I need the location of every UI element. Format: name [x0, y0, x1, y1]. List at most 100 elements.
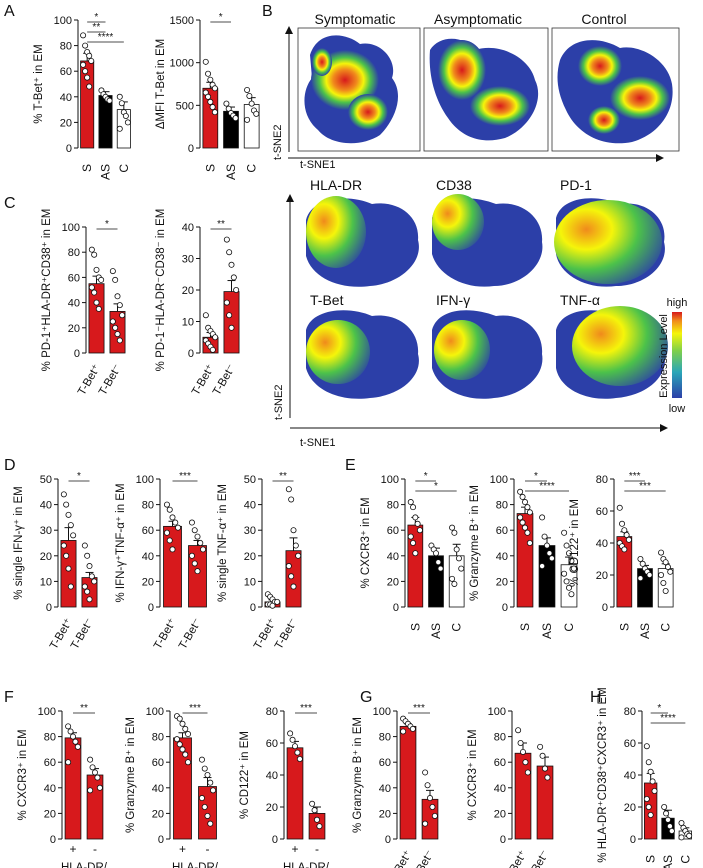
- data-point: [437, 565, 444, 572]
- data-point: [84, 552, 91, 559]
- significance-label: ***: [629, 471, 641, 482]
- data-point: [658, 572, 665, 579]
- x-tick-label: C: [659, 623, 673, 632]
- data-point: [82, 42, 89, 49]
- data-point: [274, 598, 281, 605]
- data-point: [176, 715, 183, 722]
- data-point: [228, 261, 235, 268]
- tsne-group-label: Asymptomatic: [434, 11, 522, 27]
- data-point: [422, 769, 429, 776]
- data-point: [410, 504, 417, 511]
- data-point: [432, 550, 439, 557]
- y-tick-label: 20: [244, 551, 256, 563]
- y-tick-label: 30: [244, 525, 256, 537]
- data-point: [60, 542, 67, 549]
- y-tick-label: 100: [373, 706, 391, 718]
- significance-label: *: [534, 471, 538, 482]
- y-tick-label: 40: [142, 551, 154, 563]
- y-tick-label: 40: [152, 783, 164, 795]
- data-point: [96, 784, 103, 791]
- density-map-control: [557, 40, 673, 144]
- data-point: [163, 529, 170, 536]
- data-point: [412, 514, 419, 521]
- y-tick-label: 60: [152, 757, 164, 769]
- data-point: [88, 246, 95, 253]
- data-point: [86, 83, 93, 90]
- arrow-head: [660, 424, 668, 432]
- y-tick-label: 40: [266, 770, 278, 782]
- data-point: [202, 58, 209, 65]
- y-tick-label: 20: [596, 570, 608, 582]
- x-tick-label: C: [678, 855, 692, 864]
- data-point: [244, 116, 251, 123]
- y-tick-label: 80: [387, 500, 399, 512]
- x-tick-label: S: [644, 855, 658, 863]
- significance-label: *: [657, 703, 661, 714]
- data-point: [194, 568, 201, 575]
- data-point: [309, 800, 316, 807]
- data-point: [517, 740, 524, 747]
- data-point: [561, 570, 568, 577]
- data-point: [292, 542, 299, 549]
- y-axis-label: % IFN-γ⁺TNF-α⁺ in EM: [115, 483, 127, 602]
- y-tick-label: 40: [624, 770, 636, 782]
- data-point: [658, 549, 665, 556]
- y-tick-label: 20: [494, 808, 506, 820]
- data-point: [93, 266, 100, 273]
- data-point: [191, 527, 198, 534]
- data-point: [519, 493, 526, 500]
- data-point: [207, 98, 214, 105]
- y-tick-label: 40: [494, 783, 506, 795]
- y-tick-label: 80: [494, 732, 506, 744]
- data-point: [67, 728, 74, 735]
- significance-label: *: [105, 219, 109, 230]
- x-tick-label: S: [617, 623, 631, 631]
- x-tick-label: AS: [224, 164, 238, 180]
- data-point: [410, 540, 417, 547]
- data-point: [209, 346, 216, 353]
- data-point: [526, 509, 533, 516]
- data-point: [285, 486, 292, 493]
- data-point: [166, 537, 173, 544]
- data-point: [119, 312, 126, 319]
- data-point: [570, 565, 577, 572]
- data-point: [207, 820, 214, 827]
- y-tick-label: 40: [182, 222, 194, 234]
- y-tick-label: 60: [379, 757, 391, 769]
- data-point: [80, 61, 87, 68]
- data-point: [91, 289, 98, 296]
- data-point: [311, 807, 318, 814]
- y-tick-label: 80: [142, 500, 154, 512]
- data-point: [201, 765, 208, 772]
- data-point: [201, 804, 208, 811]
- data-point: [665, 816, 672, 823]
- tsne-marker-label: HLA-DR: [310, 177, 362, 193]
- data-point: [122, 113, 129, 120]
- y-tick-label: 60: [142, 525, 154, 537]
- y-tick-label: 100: [38, 706, 56, 718]
- data-point: [661, 804, 668, 811]
- data-point: [651, 788, 658, 795]
- data-point: [539, 563, 546, 570]
- data-point: [637, 575, 644, 582]
- data-point: [295, 552, 302, 559]
- y-tick-label: 1500: [170, 15, 194, 27]
- data-point: [191, 560, 198, 567]
- data-point: [173, 736, 180, 743]
- y-tick-label: 80: [60, 41, 72, 53]
- y-axis-label: % single TNF-α⁺ in EM: [217, 484, 229, 602]
- tsne-axis-2-label: t-SNE2: [272, 125, 284, 160]
- x-tick-label: AS: [661, 855, 675, 868]
- data-point: [664, 564, 671, 571]
- data-point: [65, 759, 72, 766]
- expression-map-pd-1: [554, 198, 665, 287]
- data-point: [645, 759, 652, 766]
- data-point: [118, 100, 125, 107]
- data-point: [204, 812, 211, 819]
- x-tick-label: -: [315, 842, 319, 856]
- x-tick-label: AS: [638, 623, 652, 639]
- data-point: [548, 555, 555, 562]
